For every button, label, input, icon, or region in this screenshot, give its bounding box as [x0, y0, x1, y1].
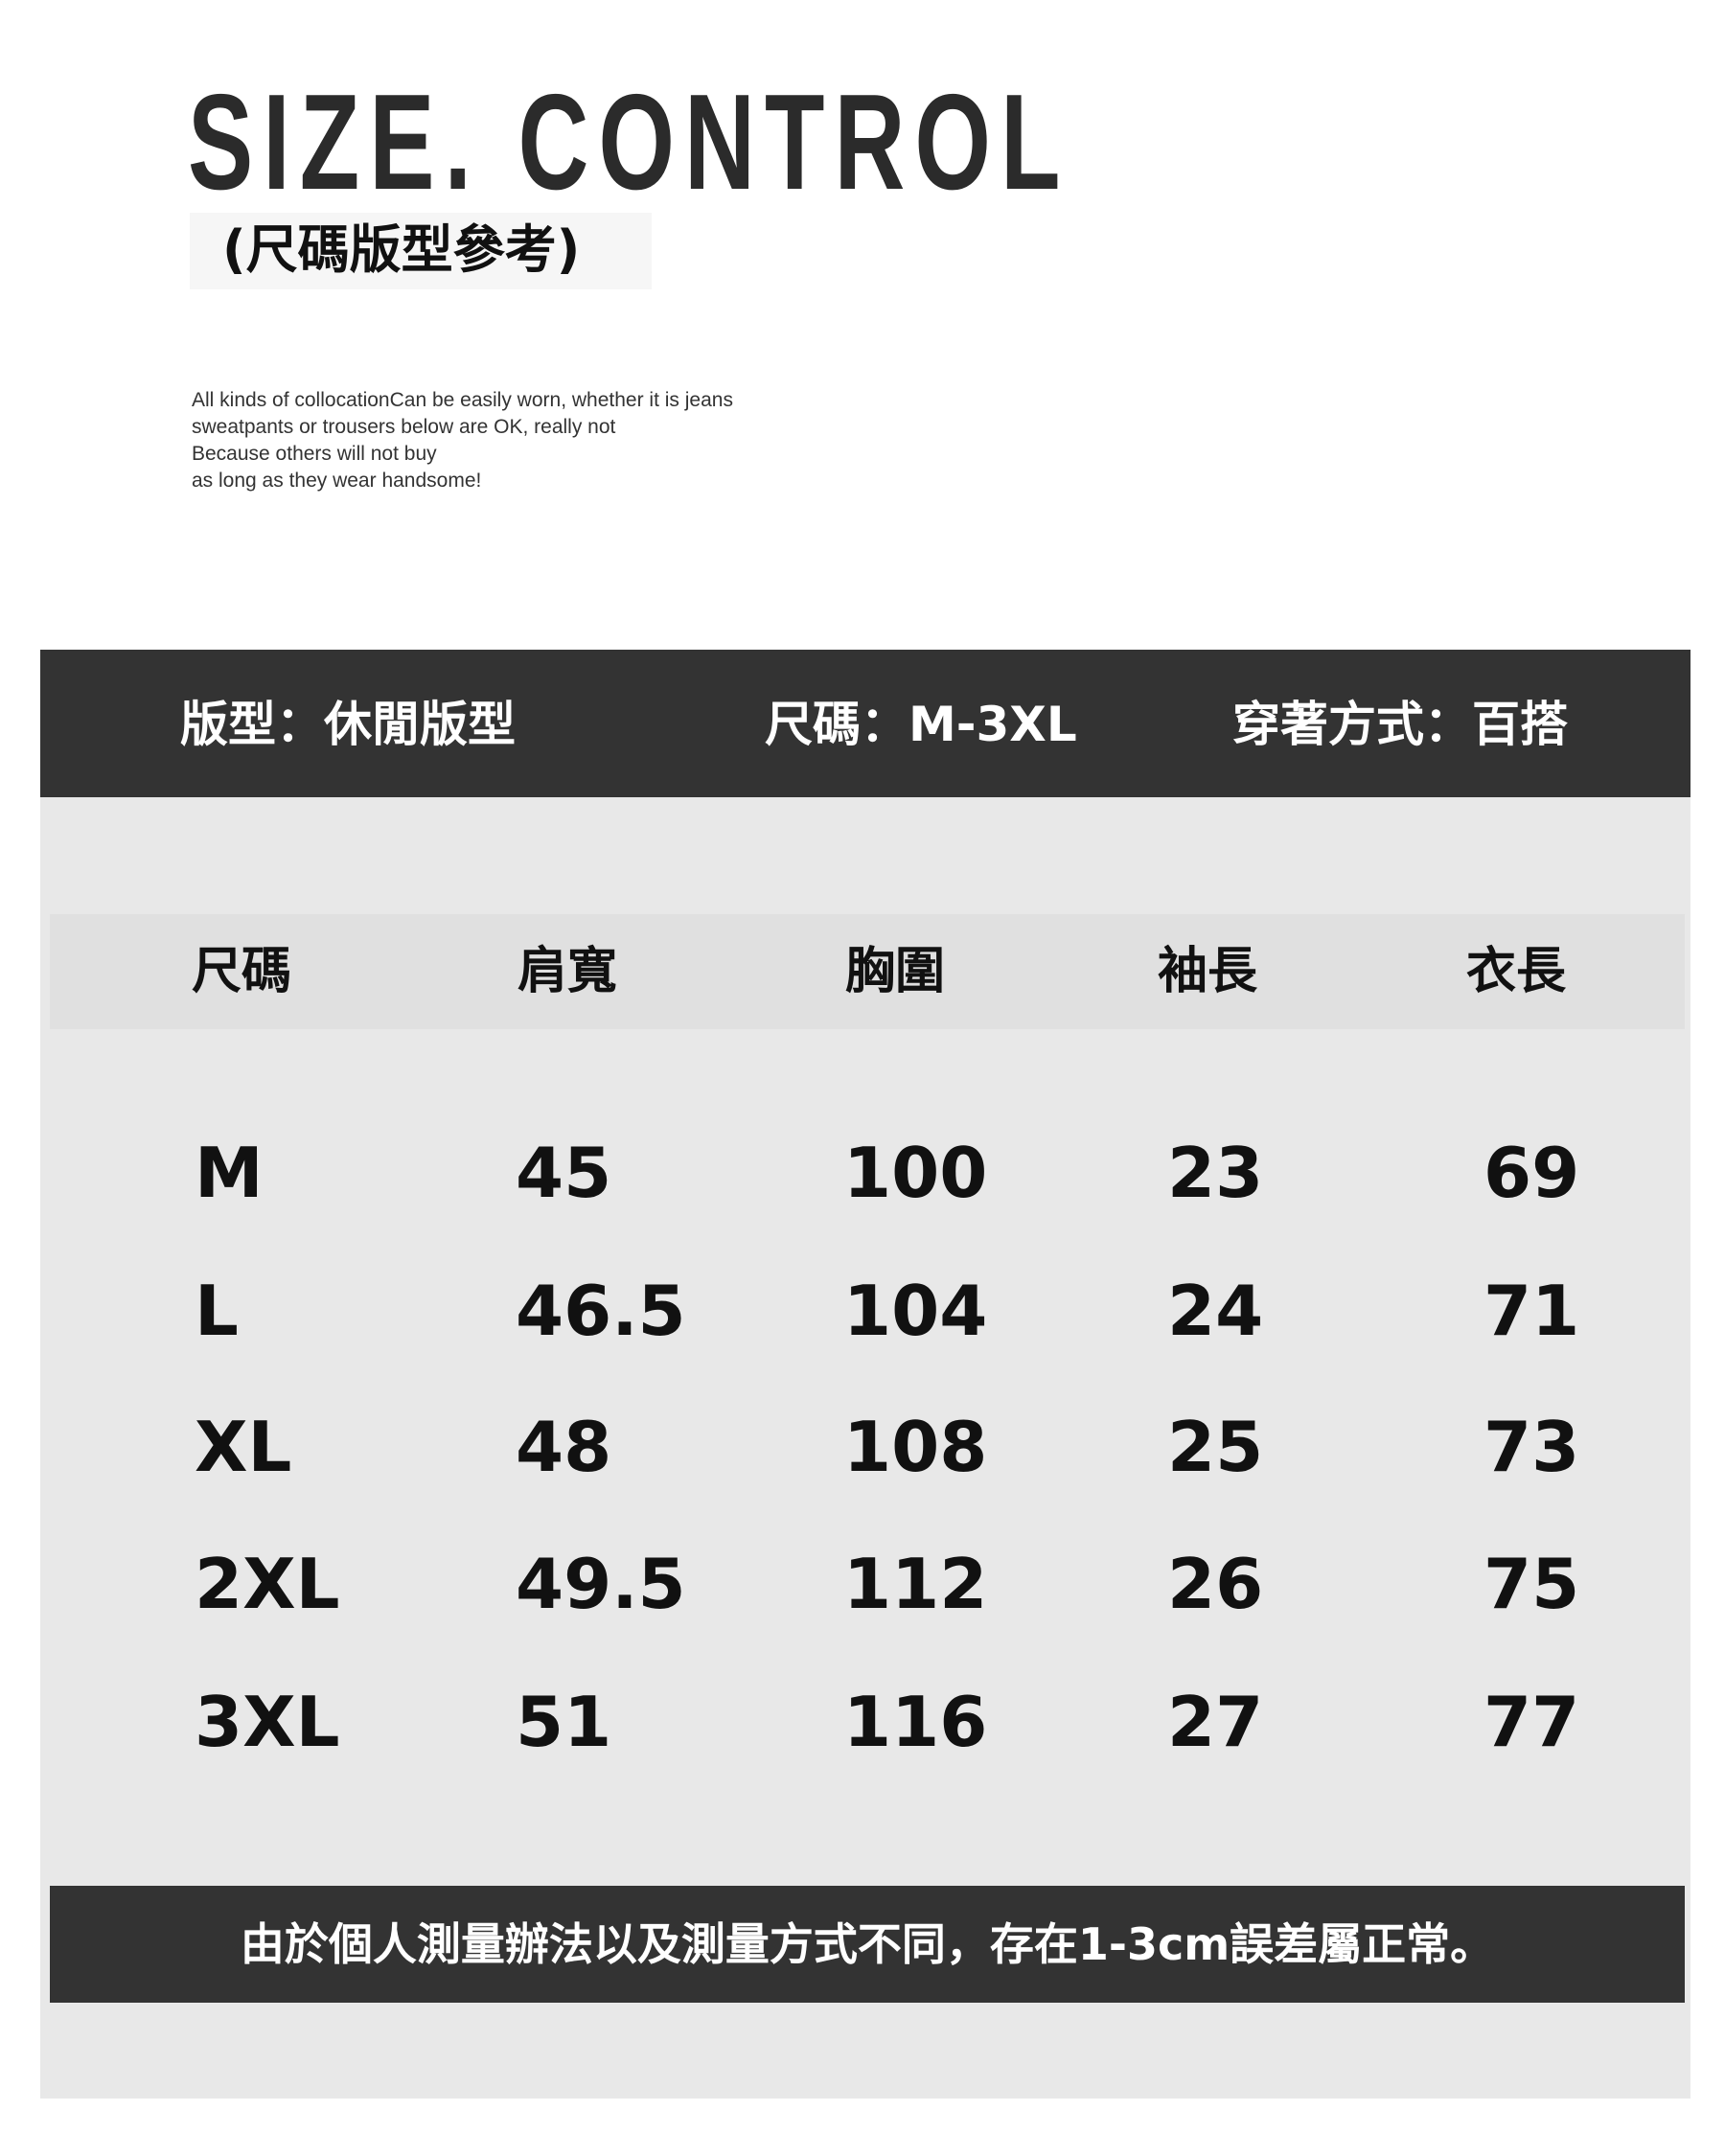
cell-shoulder: 51: [516, 1682, 612, 1762]
wear-style-label: 穿著方式：百搭: [1232, 697, 1568, 752]
cell-size: 2XL: [195, 1544, 340, 1624]
cell-length: 71: [1484, 1271, 1580, 1351]
cell-length: 75: [1484, 1544, 1580, 1624]
cell-length: 69: [1484, 1133, 1580, 1213]
cell-size: L: [195, 1271, 239, 1351]
cell-chest: 116: [843, 1682, 988, 1762]
cell-sleeve: 25: [1167, 1407, 1264, 1487]
description: All kinds of collocationCan be easily wo…: [192, 387, 733, 494]
cell-size: M: [195, 1133, 264, 1213]
description-line: sweatpants or trousers below are OK, rea…: [192, 416, 616, 438]
header-length: 衣長: [1466, 943, 1567, 1000]
cell-sleeve: 23: [1167, 1133, 1264, 1213]
cell-length: 77: [1484, 1682, 1580, 1762]
description-line: All kinds of collocationCan be easily wo…: [192, 389, 733, 411]
table-row: 3XL 51 116 27 77: [0, 1674, 1725, 1770]
table-row: L 46.5 104 24 71: [0, 1263, 1725, 1359]
subtitle-background: [190, 213, 652, 289]
description-line: Because others will not buy: [192, 443, 437, 465]
cell-size: XL: [195, 1407, 292, 1487]
page-subtitle: (尺碼版型參考): [222, 219, 581, 280]
header-sleeve: 袖長: [1158, 943, 1258, 1000]
size-range-label: 尺碼：M-3XL: [765, 697, 1077, 752]
cell-sleeve: 26: [1167, 1544, 1264, 1624]
page-title: SIZE. CONTROL: [188, 66, 1070, 218]
header-shoulder: 肩寬: [518, 943, 618, 1000]
header-chest: 胸圍: [845, 943, 946, 1000]
cell-shoulder: 49.5: [516, 1544, 686, 1624]
table-row: XL 48 108 25 73: [0, 1399, 1725, 1495]
cell-chest: 108: [843, 1407, 988, 1487]
cell-shoulder: 46.5: [516, 1271, 686, 1351]
cell-length: 73: [1484, 1407, 1580, 1487]
table-header-row: 尺碼 肩寬 胸圍 袖長 衣長: [50, 914, 1685, 1029]
cell-size: 3XL: [195, 1682, 340, 1762]
fit-label: 版型：休閒版型: [180, 697, 516, 752]
cell-chest: 104: [843, 1271, 988, 1351]
footer-note: 由於個人測量辦法以及測量方式不同，存在1-3cm誤差屬正常。: [50, 1886, 1685, 2003]
info-band: 版型：休閒版型 尺碼：M-3XL 穿著方式：百搭: [40, 650, 1690, 797]
cell-sleeve: 24: [1167, 1271, 1264, 1351]
table-row: M 45 100 23 69: [0, 1125, 1725, 1221]
description-line: as long as they wear handsome!: [192, 470, 482, 492]
cell-shoulder: 48: [516, 1407, 612, 1487]
cell-sleeve: 27: [1167, 1682, 1264, 1762]
cell-chest: 112: [843, 1544, 988, 1624]
header-size: 尺碼: [192, 943, 292, 1000]
cell-chest: 100: [843, 1133, 988, 1213]
cell-shoulder: 45: [516, 1133, 612, 1213]
table-row: 2XL 49.5 112 26 75: [0, 1536, 1725, 1632]
